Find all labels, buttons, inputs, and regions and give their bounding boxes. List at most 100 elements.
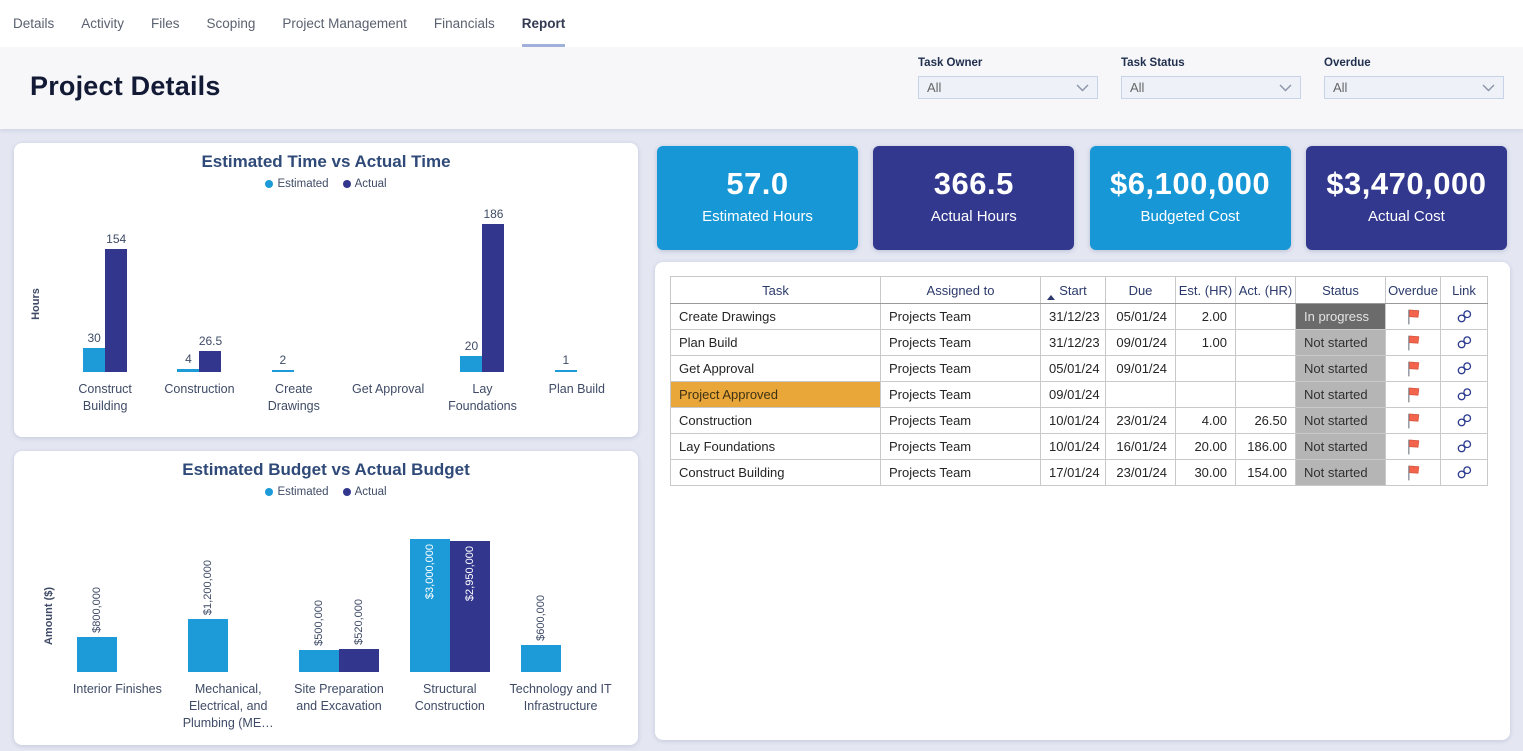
y-axis-title: Amount ($) bbox=[43, 586, 56, 645]
link-icon bbox=[1457, 310, 1471, 323]
overdue-flag-button[interactable] bbox=[1387, 461, 1440, 485]
filter-dropdown-overdue[interactable]: All bbox=[1324, 76, 1504, 99]
bar-actual-site-preparation-and-excavation[interactable] bbox=[338, 649, 379, 672]
bar-estimated-lay-foundations[interactable] bbox=[460, 356, 483, 372]
column-header-link[interactable]: Link bbox=[1440, 276, 1488, 304]
cell-est-hr: 20.00 bbox=[1175, 433, 1236, 460]
table-row-lay-foundations[interactable]: Lay Foundations Projects Team 10/01/24 16/0… bbox=[670, 433, 1488, 460]
bar-value-label: $500,000 bbox=[312, 600, 325, 646]
x-axis-label: Construct Building bbox=[78, 382, 132, 413]
table-row-create-drawings[interactable]: Create Drawings Projects Team 31/12/23 05/0… bbox=[670, 303, 1488, 330]
legend-item-estimated[interactable]: Estimated bbox=[265, 178, 329, 190]
column-header-status[interactable]: Status bbox=[1295, 276, 1386, 304]
cell-assigned: Projects Team bbox=[880, 407, 1041, 434]
table-row-construct-building[interactable]: Construct Building Projects Team 17/01/24 2… bbox=[670, 459, 1488, 486]
cell-task: Project Approved bbox=[670, 381, 881, 408]
overdue-flag-button[interactable] bbox=[1387, 357, 1440, 381]
column-header-start[interactable]: Start bbox=[1040, 276, 1106, 304]
cell-est-hr bbox=[1175, 355, 1236, 382]
cell-status: Not started bbox=[1295, 329, 1386, 356]
legend-item-estimated[interactable]: Estimated bbox=[265, 486, 329, 498]
overdue-flag-button[interactable] bbox=[1387, 383, 1440, 407]
tab-details[interactable]: Details bbox=[13, 16, 55, 31]
filter-value: All bbox=[1130, 80, 1145, 95]
bar-slot: $3,000,000 bbox=[409, 539, 450, 672]
column-header-task[interactable]: Task bbox=[670, 276, 881, 304]
bar-group-plan-build: 1 bbox=[530, 353, 624, 372]
chart-card-estimated-budget-vs-actual-budget: Estimated Budget vs Actual Budget Estima… bbox=[14, 451, 638, 745]
cell-act-hr bbox=[1235, 355, 1296, 382]
kpi-value: 366.5 bbox=[933, 166, 1014, 201]
bar-estimated-create-drawings[interactable] bbox=[271, 370, 294, 372]
tab-financials[interactable]: Financials bbox=[433, 16, 495, 31]
table-row-project-approved[interactable]: Project Approved Projects Team 09/01/24 Not… bbox=[670, 381, 1488, 408]
cell-due: 23/01/24 bbox=[1105, 407, 1176, 434]
link-button[interactable] bbox=[1442, 331, 1487, 355]
tab-report[interactable]: Report bbox=[521, 0, 566, 47]
overdue-flag-button[interactable] bbox=[1387, 435, 1440, 459]
bar-estimated-mechanical-electrical-and-plumbing-me[interactable] bbox=[188, 619, 229, 672]
bar-estimated-structural-construction[interactable]: $3,000,000 bbox=[409, 539, 450, 672]
link-button[interactable] bbox=[1442, 383, 1487, 407]
cell-est-hr: 2.00 bbox=[1175, 303, 1236, 330]
chart-card-estimated-time-vs-actual-time: Estimated Time vs Actual Time Estimated A… bbox=[14, 143, 638, 437]
status-badge: Not started bbox=[1296, 408, 1385, 433]
cell-est-hr: 30.00 bbox=[1175, 459, 1236, 486]
overdue-flag-button[interactable] bbox=[1387, 409, 1440, 433]
column-header-due[interactable]: Due bbox=[1105, 276, 1176, 304]
kpi-value: 57.0 bbox=[726, 166, 789, 201]
bar-estimated-construct-building[interactable] bbox=[83, 348, 106, 372]
cell-status: Not started bbox=[1295, 459, 1386, 486]
cell-task: Get Approval bbox=[670, 355, 881, 382]
tab-project-management[interactable]: Project Management bbox=[282, 16, 407, 31]
column-header-act-hr[interactable]: Act. (HR) bbox=[1235, 276, 1296, 304]
cell-task: Create Drawings bbox=[670, 303, 881, 330]
bar-actual-construction[interactable] bbox=[199, 351, 222, 372]
bar-slot: $520,000 bbox=[338, 599, 379, 672]
link-button[interactable] bbox=[1442, 461, 1487, 485]
bar-estimated-plan-build[interactable] bbox=[554, 370, 577, 372]
tab-files[interactable]: Files bbox=[151, 16, 180, 31]
overdue-flag-button[interactable] bbox=[1387, 305, 1440, 329]
link-button[interactable] bbox=[1442, 409, 1487, 433]
cell-due: 05/01/24 bbox=[1105, 303, 1176, 330]
x-axis-label: Structural Construction bbox=[414, 682, 485, 713]
bar-actual-lay-foundations[interactable] bbox=[482, 224, 505, 372]
kpi-label: Actual Hours bbox=[930, 208, 1017, 225]
overdue-flag-button[interactable] bbox=[1387, 331, 1440, 355]
x-axis-label: Plan Build bbox=[548, 382, 605, 396]
bar-estimated-interior-finishes[interactable] bbox=[77, 637, 118, 672]
cell-start: 05/01/24 bbox=[1040, 355, 1106, 382]
link-button[interactable] bbox=[1442, 357, 1487, 381]
filter-dropdown-task-status[interactable]: All bbox=[1121, 76, 1301, 99]
filter-dropdown-task-owner[interactable]: All bbox=[918, 76, 1098, 99]
bar-actual-construct-building[interactable] bbox=[105, 249, 128, 372]
legend-item-actual[interactable]: Actual bbox=[342, 178, 387, 190]
filter-value: All bbox=[927, 80, 942, 95]
link-icon bbox=[1457, 362, 1471, 375]
column-header-est-hr[interactable]: Est. (HR) bbox=[1175, 276, 1236, 304]
column-header-assigned-to[interactable]: Assigned to bbox=[880, 276, 1041, 304]
table-row-plan-build[interactable]: Plan Build Projects Team 31/12/23 09/01/24 1… bbox=[670, 329, 1488, 356]
filter-label: Overdue bbox=[1324, 57, 1371, 69]
column-header-overdue[interactable]: Overdue bbox=[1385, 276, 1441, 304]
bar-slot: 30 bbox=[83, 331, 106, 372]
cell-overdue bbox=[1385, 459, 1441, 486]
legend-label: Actual bbox=[354, 178, 387, 190]
cell-assigned: Projects Team bbox=[880, 459, 1041, 486]
link-button[interactable] bbox=[1442, 435, 1487, 459]
cell-start: 10/01/24 bbox=[1040, 407, 1106, 434]
tab-scoping[interactable]: Scoping bbox=[206, 16, 256, 31]
table-row-construction[interactable]: Construction Projects Team 10/01/24 23/01/2… bbox=[670, 407, 1488, 434]
bar-estimated-technology-and-it-infrastructure[interactable] bbox=[520, 645, 561, 672]
bar-actual-structural-construction[interactable]: $2,950,000 bbox=[449, 541, 490, 672]
bar-slot: $600,000 bbox=[520, 595, 561, 672]
cell-overdue bbox=[1385, 381, 1441, 408]
tab-activity[interactable]: Activity bbox=[81, 16, 125, 31]
link-button[interactable] bbox=[1442, 305, 1487, 329]
legend-item-actual[interactable]: Actual bbox=[342, 486, 387, 498]
bar-estimated-construction[interactable] bbox=[177, 369, 200, 372]
bar-estimated-site-preparation-and-excavation[interactable] bbox=[298, 650, 339, 672]
table-row-get-approval[interactable]: Get Approval Projects Team 05/01/24 09/01/2… bbox=[670, 355, 1488, 382]
y-axis-title: Hours bbox=[29, 288, 42, 321]
